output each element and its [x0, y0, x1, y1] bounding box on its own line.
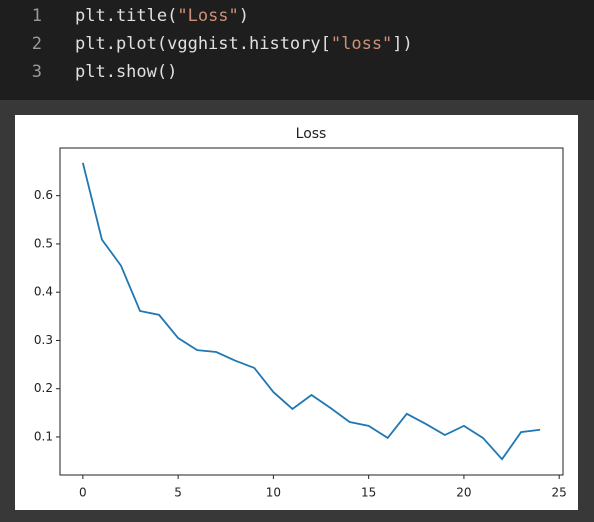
axes-frame — [59, 147, 564, 476]
y-tick-label: 0.5 — [34, 236, 53, 250]
y-tick-label: 0.4 — [34, 285, 53, 299]
chart-title: Loss — [296, 126, 327, 142]
y-tick-label: 0.3 — [34, 333, 53, 347]
x-tick-label: 15 — [361, 486, 376, 500]
code: ) — [238, 6, 250, 26]
x-tick-label: 0 — [79, 486, 87, 500]
code-line: plt.title("Loss") — [75, 6, 249, 26]
y-tick-label: 0.2 — [34, 381, 53, 395]
chart: Loss 0.1 0.2 0.3 0.4 0.5 0.6 0 5 10 15 20 25 — [15, 115, 578, 510]
code-line: plt.show() — [75, 62, 177, 82]
figure-background — [15, 115, 578, 510]
line-number: 2 — [31, 34, 42, 54]
y-tick-label: 0.6 — [34, 188, 53, 202]
x-tick-label: 25 — [552, 486, 567, 500]
line-series — [81, 162, 541, 461]
code-line: plt.plot(vgghist.history["loss"]) — [75, 34, 413, 54]
code: plt.show() — [75, 62, 178, 82]
y-tick-label: 0.1 — [34, 429, 53, 443]
line-number: 3 — [31, 62, 42, 82]
string: "Loss" — [177, 6, 239, 26]
x-tick-label: 20 — [456, 486, 471, 500]
code: ]) — [392, 34, 413, 54]
code-cell: 1 plt.title("Loss") 2 plt.plot(vgghist.h… — [0, 0, 594, 100]
code: plt.title( — [75, 6, 178, 26]
string: "loss" — [330, 34, 393, 54]
x-tick-label: 5 — [174, 486, 182, 500]
code: plt.plot(vgghist.history[ — [75, 34, 331, 54]
x-tick-label: 10 — [266, 486, 281, 500]
line-number: 1 — [31, 6, 42, 26]
